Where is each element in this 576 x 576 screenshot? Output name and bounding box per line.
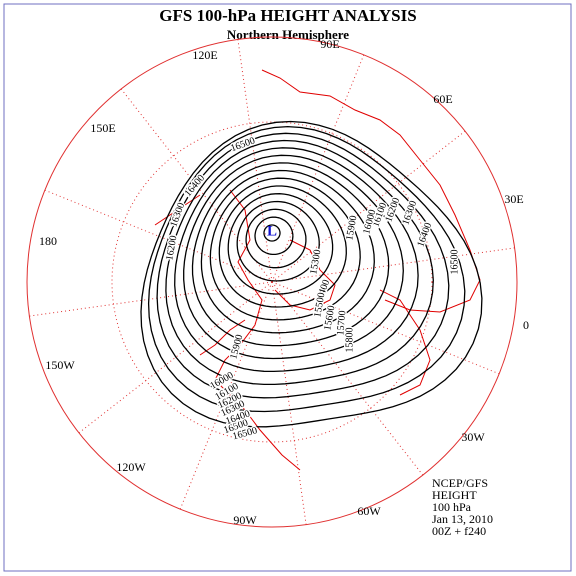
contour-label: 15800 bbox=[344, 328, 355, 353]
contour bbox=[174, 147, 419, 373]
longitude-label: 30W bbox=[461, 430, 485, 444]
meridian bbox=[120, 88, 273, 283]
contour-label: 16500 bbox=[229, 135, 256, 154]
longitude-label: 90W bbox=[233, 513, 257, 527]
info-line: 100 hPa bbox=[432, 500, 472, 514]
contour bbox=[245, 208, 307, 269]
frame bbox=[3, 3, 572, 572]
contour bbox=[147, 125, 466, 413]
meridian bbox=[237, 39, 273, 283]
longitude-label: 30E bbox=[504, 192, 523, 206]
contour bbox=[191, 162, 390, 347]
meridian bbox=[271, 281, 307, 525]
meridian bbox=[271, 281, 424, 476]
meridian bbox=[78, 281, 273, 434]
longitude-label: 0 bbox=[523, 318, 529, 332]
meridian bbox=[29, 281, 273, 317]
height-contours bbox=[140, 120, 483, 428]
contour-label: 16400 bbox=[415, 221, 434, 248]
contour-label: 16500 bbox=[449, 250, 460, 275]
longitude-label: 150E bbox=[90, 121, 115, 135]
contour bbox=[209, 177, 361, 321]
contour bbox=[263, 224, 281, 242]
contour bbox=[200, 169, 375, 334]
low-marker: L bbox=[267, 223, 277, 239]
longitude-labels: 90E 60E 30E 0 30W 60W 90W 120W 150W 180 150E 120E bbox=[39, 37, 529, 527]
longitude-label: 90E bbox=[320, 37, 339, 51]
subtitle: Northern Hemisphere bbox=[227, 27, 349, 42]
contour bbox=[140, 120, 483, 428]
info-line: 00Z + f240 bbox=[432, 524, 486, 538]
longitude-label: 120E bbox=[192, 48, 217, 62]
meridian bbox=[271, 247, 515, 283]
contour bbox=[254, 216, 294, 256]
title: GFS 100-hPa HEIGHT ANALYSIS bbox=[159, 6, 416, 25]
contour bbox=[156, 132, 450, 399]
contour-label: 15900 bbox=[228, 333, 245, 360]
contour-label: 16300 bbox=[400, 199, 419, 226]
info-line: HEIGHT bbox=[432, 488, 477, 502]
contour bbox=[165, 139, 434, 386]
contour-label: 15700 bbox=[335, 310, 348, 336]
contour bbox=[218, 185, 347, 308]
longitude-label: 120W bbox=[116, 460, 146, 474]
longitude-label: 150W bbox=[45, 358, 75, 372]
map-boundary bbox=[26, 36, 518, 528]
contour bbox=[227, 193, 334, 295]
longitude-label: 60E bbox=[433, 92, 452, 106]
info-line: NCEP/GFS bbox=[432, 476, 488, 490]
meridian bbox=[271, 130, 466, 283]
graticule bbox=[29, 39, 515, 525]
contour bbox=[183, 154, 404, 360]
info-line: Jan 13, 2010 bbox=[432, 512, 493, 526]
meridian bbox=[271, 54, 365, 283]
longitude-label: 180 bbox=[39, 234, 57, 248]
parallel bbox=[111, 121, 433, 443]
contour bbox=[236, 200, 320, 282]
longitude-label: 60W bbox=[357, 504, 381, 518]
meridian bbox=[44, 189, 273, 283]
meridian bbox=[271, 281, 500, 375]
